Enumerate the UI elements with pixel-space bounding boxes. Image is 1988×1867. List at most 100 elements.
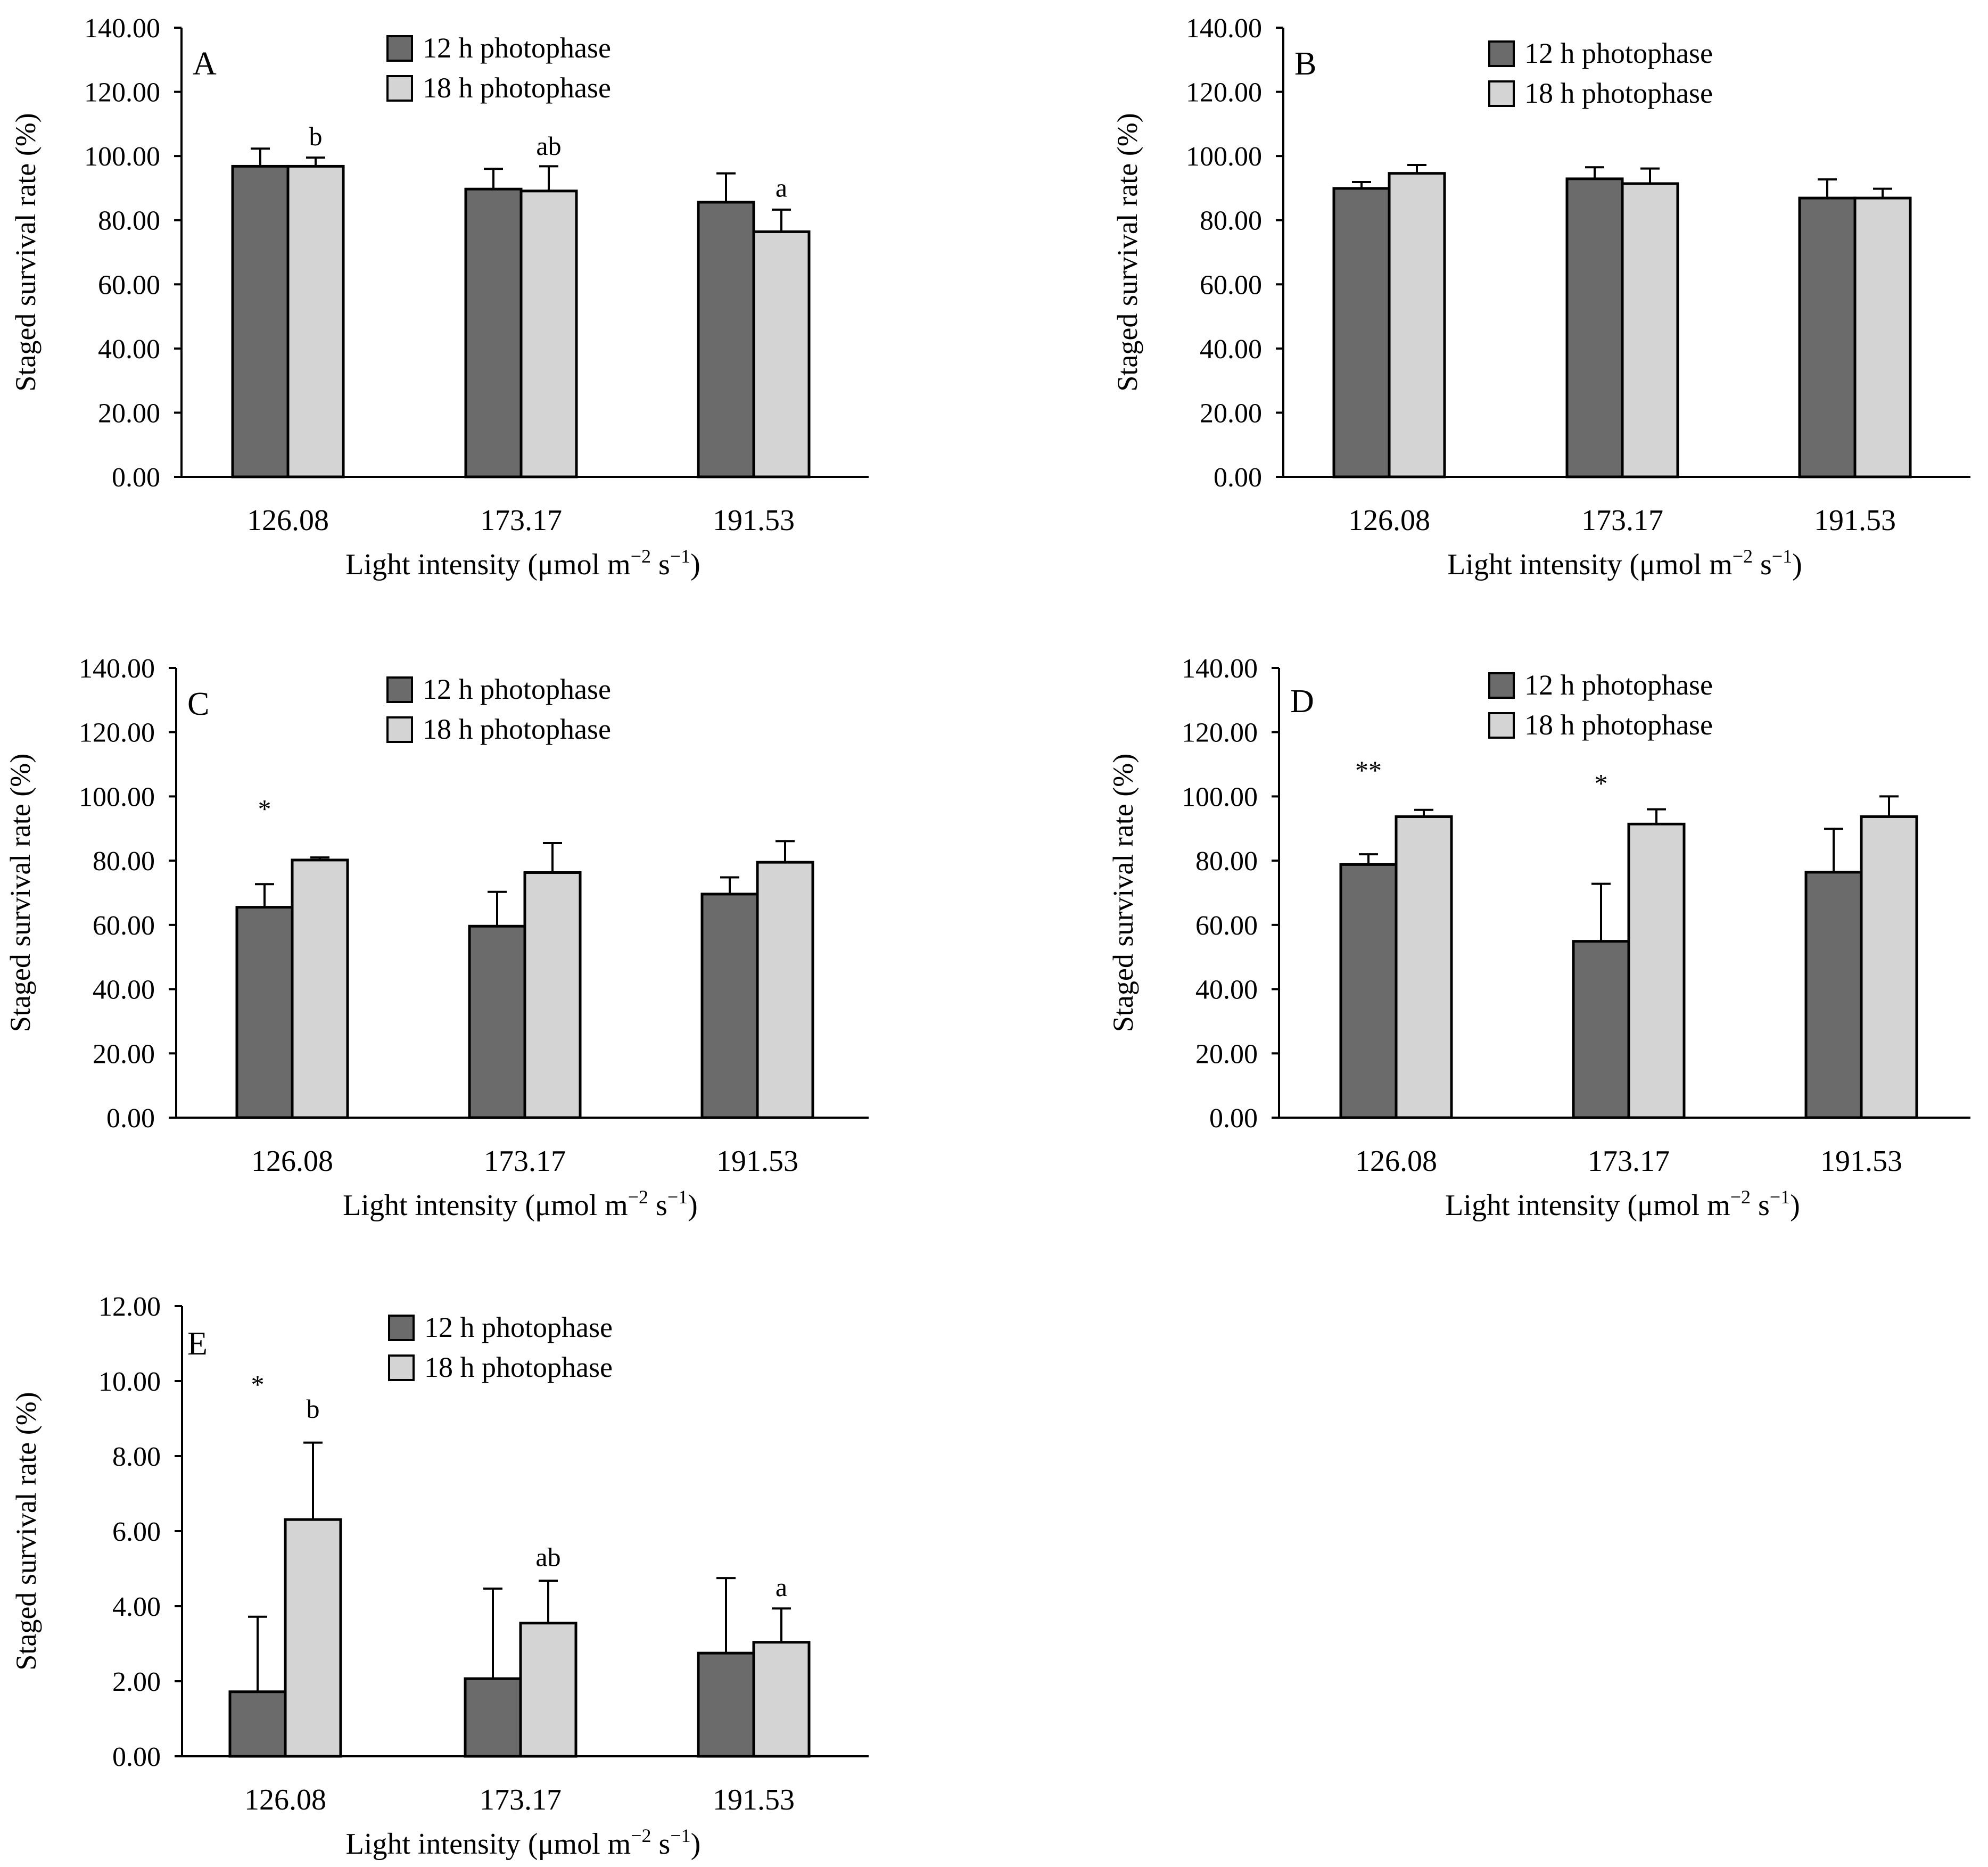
bar-18h-191.53 [1860, 815, 1918, 1119]
y-tick-label: 120.00 [84, 78, 160, 108]
y-axis-title: Staged survival rate (%) [4, 754, 36, 1032]
y-tick-label: 140.00 [1186, 13, 1262, 44]
legend-label: 12 h photophase [1524, 669, 1713, 701]
panel-label: A [193, 46, 217, 82]
y-tick-label: 60.00 [98, 270, 160, 300]
y-tick-label: 80.00 [1195, 846, 1258, 877]
y-tick-label: 20.00 [98, 398, 160, 428]
y-tick-label: 60.00 [93, 911, 155, 941]
legend-swatch-18h [388, 1354, 415, 1381]
significance-label: * [258, 794, 271, 824]
x-axis-title-superscript: −2 [631, 546, 651, 567]
bar-12h-191.53 [700, 893, 759, 1119]
legend-swatch-18h [386, 716, 413, 743]
bar-18h-126.08 [284, 1518, 342, 1758]
y-tick-label: 10.00 [98, 1367, 161, 1397]
y-axis-title: Staged survival rate (%) [1111, 113, 1143, 391]
x-tick-label: 173.17 [1588, 1145, 1670, 1178]
y-tick-label: 140.00 [84, 13, 160, 44]
y-tick-label: 100.00 [1182, 782, 1258, 812]
x-tick-label: 173.17 [480, 504, 562, 537]
chart-panel-a: 0.00 20.00 40.00 60.00 80.00 100.00 120.00 140.… [10, 13, 869, 581]
y-axis-title: Staged survival rate (%) [10, 113, 42, 391]
y-tick-label: 20.00 [93, 1039, 155, 1069]
x-tick-label: 126.08 [244, 1783, 326, 1816]
legend-label: 18 h photophase [423, 72, 611, 104]
chart-panel-c: 0.00 20.00 40.00 60.00 80.00 100.00 120.00 140.… [4, 654, 869, 1222]
y-tick-label: 20.00 [1200, 398, 1262, 428]
bar-18h-126.08 [291, 858, 349, 1119]
x-axis-title-text: Light intensity (μmol m [1445, 1189, 1730, 1222]
y-tick-label: 0.00 [106, 1103, 155, 1134]
bar-12h-173.17 [468, 924, 526, 1119]
legend-label: 18 h photophase [423, 713, 611, 745]
y-tick-label: 140.00 [1182, 654, 1258, 684]
bar-12h-173.17 [464, 1677, 522, 1758]
x-axis-title-superscript: −1 [667, 1186, 688, 1208]
bar-12h-126.08 [228, 1690, 287, 1758]
x-axis-title-text: s [1751, 1189, 1770, 1222]
bar-18h-173.17 [519, 1622, 578, 1758]
bar-18h-191.53 [752, 230, 811, 478]
x-tick-label: 126.08 [1348, 504, 1430, 537]
panel-label: D [1290, 683, 1314, 720]
legend-label: 12 h photophase [424, 1311, 613, 1343]
x-tick-label: 191.53 [1814, 504, 1896, 537]
bar-12h-173.17 [1565, 177, 1624, 478]
y-tick-label: 80.00 [93, 846, 155, 877]
x-axis-title-text: s [651, 1828, 671, 1861]
x-axis-title-text: ) [691, 1828, 701, 1861]
x-axis-title-text: s [1753, 548, 1772, 581]
x-axis-title-text: ) [1790, 1189, 1800, 1222]
x-axis-title-superscript: −2 [631, 1825, 651, 1846]
significance-label: * [251, 1369, 265, 1399]
legend-label: 18 h photophase [1524, 709, 1713, 741]
y-tick-label: 0.00 [112, 1742, 161, 1772]
y-tick-label: 100.00 [79, 782, 155, 812]
legend-label: 12 h photophase [1524, 37, 1713, 69]
x-axis-title: Light intensity (μmol m−2 s−1) [1445, 1186, 1800, 1222]
significance-label: ab [536, 131, 561, 161]
legend-swatch-18h [386, 75, 413, 102]
legend-label: 18 h photophase [1524, 77, 1713, 109]
x-axis-title-text: Light intensity (μmol m [346, 1828, 631, 1861]
y-tick-label: 12.00 [98, 1292, 161, 1322]
bar-18h-126.08 [286, 164, 345, 478]
panel-label: C [187, 686, 209, 722]
bar-12h-173.17 [1572, 940, 1630, 1119]
x-axis-title-superscript: −1 [1772, 546, 1792, 567]
x-axis-title-text: s [651, 548, 670, 581]
chart-panel-b: 0.00 20.00 40.00 60.00 80.00 100.00 120.00 140.… [1111, 13, 1970, 581]
x-axis-title-text: ) [690, 548, 700, 581]
significance-label: b [307, 1394, 320, 1424]
legend-swatch-12h [386, 35, 413, 62]
significance-label: a [776, 1572, 787, 1602]
y-tick-label: 100.00 [1186, 142, 1262, 172]
y-tick-label: 40.00 [1195, 975, 1258, 1005]
legend-swatch-18h [1488, 80, 1515, 107]
legend-swatch-12h [386, 676, 413, 703]
x-axis-title-superscript: −2 [1733, 546, 1753, 567]
y-tick-label: 120.00 [79, 718, 155, 748]
x-axis-title-text: Light intensity (μmol m [1447, 548, 1733, 581]
legend-label: 12 h photophase [423, 32, 611, 64]
panel-label: B [1294, 46, 1316, 82]
panel-label: E [187, 1326, 208, 1362]
y-tick-label: 0.00 [112, 462, 160, 493]
y-tick-label: 40.00 [1200, 334, 1262, 365]
x-axis-title: Light intensity (μmol m−2 s−1) [1447, 546, 1802, 581]
bar-12h-191.53 [1798, 196, 1857, 478]
x-axis-title-superscript: −1 [670, 1825, 690, 1846]
y-tick-label: 40.00 [93, 975, 155, 1005]
bar-18h-191.53 [756, 861, 814, 1119]
y-tick-label: 20.00 [1195, 1039, 1258, 1069]
legend-label: 12 h photophase [423, 673, 611, 705]
x-axis-title-superscript: −2 [1730, 1186, 1751, 1208]
bar-12h-191.53 [1804, 871, 1863, 1119]
x-tick-label: 126.08 [251, 1145, 333, 1178]
bar-18h-126.08 [1395, 815, 1453, 1119]
x-axis-title-superscript: −1 [670, 546, 690, 567]
x-axis-title-superscript: −1 [1770, 1186, 1790, 1208]
significance-label: * [1595, 768, 1608, 798]
significance-label: a [776, 172, 787, 202]
